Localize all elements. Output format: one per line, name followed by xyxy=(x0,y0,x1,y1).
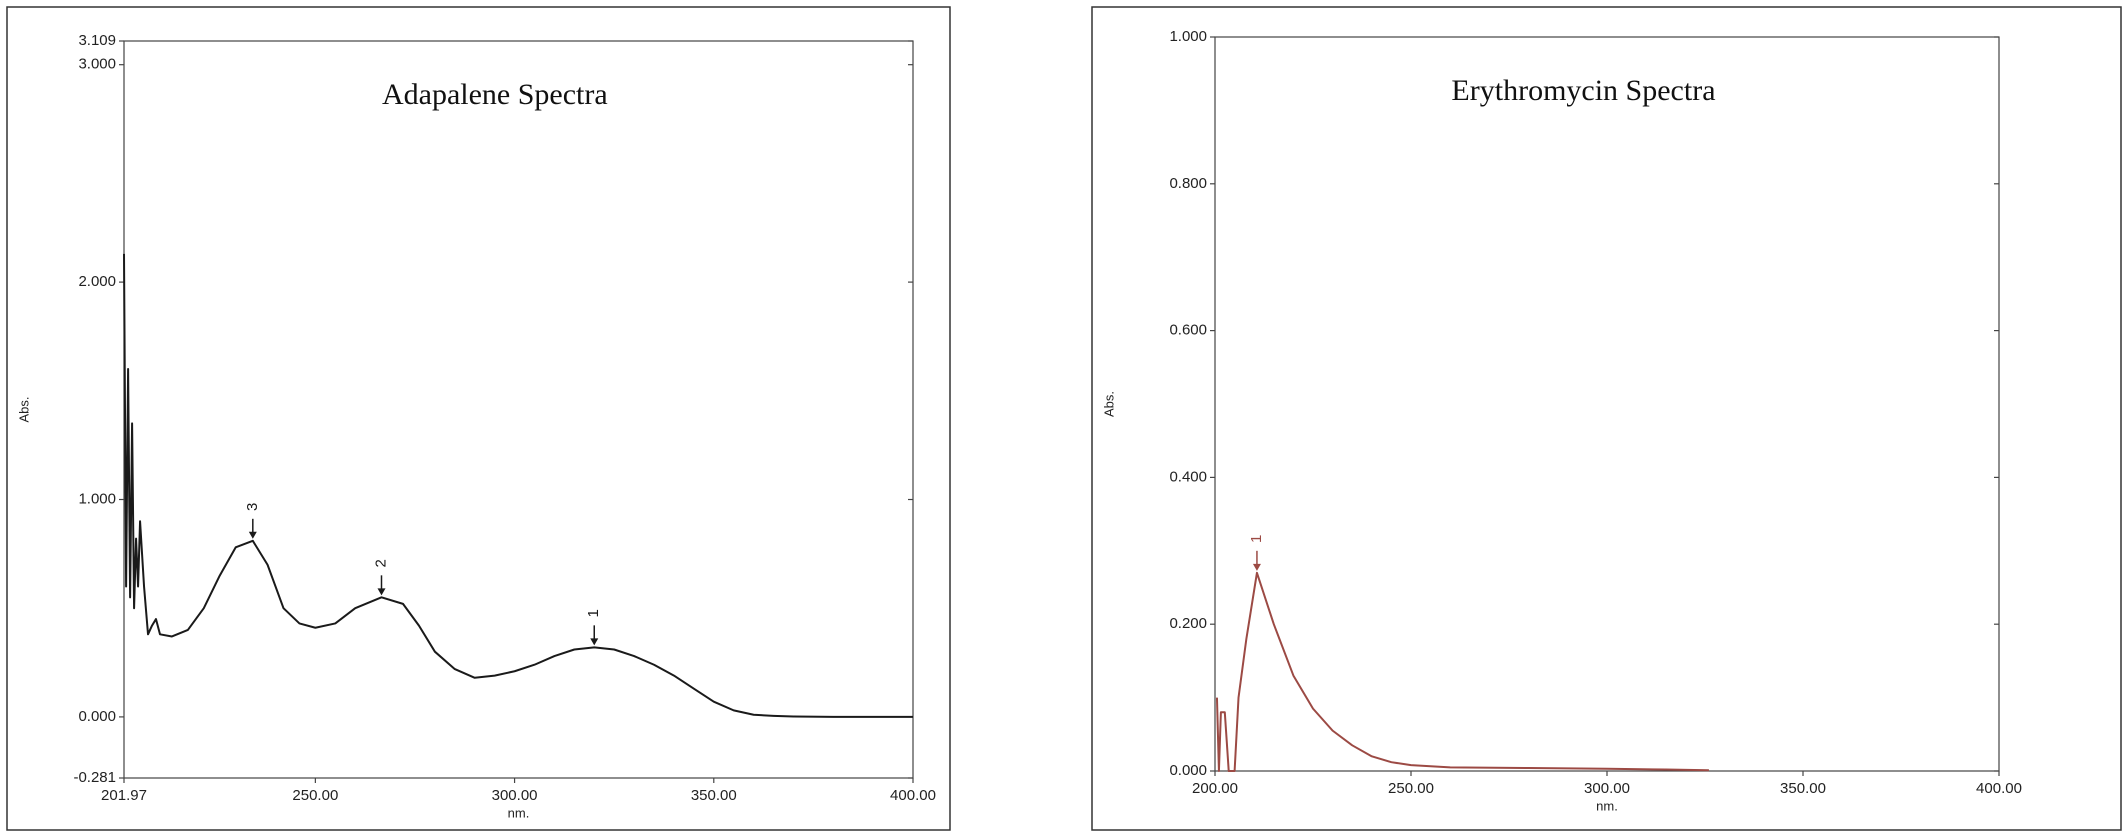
y-tick-label: 0.800 xyxy=(1169,175,1207,192)
x-tick-label: 350.00 xyxy=(691,787,737,804)
peak-arrowhead xyxy=(377,588,386,596)
peak-label: 3 xyxy=(244,503,261,511)
y-tick-label: -0.281 xyxy=(73,769,116,786)
x-tick-label: 250.00 xyxy=(1388,780,1434,797)
chart-title: Erythromycin Spectra xyxy=(1451,74,1715,107)
right-panel xyxy=(1091,6,2122,831)
y-tick-label: 3.000 xyxy=(78,56,116,73)
y-tick-label: 1.000 xyxy=(78,490,116,507)
spectrum-line xyxy=(123,253,913,718)
peak-label: 1 xyxy=(1248,535,1265,543)
peak-arrowhead xyxy=(248,531,257,539)
chart-title: Adapalene Spectra xyxy=(382,78,608,111)
peak-label: 2 xyxy=(372,559,389,567)
x-tick-label: 300.00 xyxy=(492,787,538,804)
y-tick-label: 0.000 xyxy=(1169,762,1207,779)
peak-arrowhead xyxy=(1252,563,1261,571)
y-tick-label: 0.600 xyxy=(1169,322,1207,339)
x-tick-label: 201.97 xyxy=(101,787,147,804)
left-panel xyxy=(6,6,951,831)
y-tick-label: 3.109 xyxy=(78,32,116,49)
x-tick-label: 400.00 xyxy=(890,787,936,804)
y-tick-label: 2.000 xyxy=(78,273,116,290)
spectrum-line xyxy=(1215,571,1709,772)
x-tick-label: 200.00 xyxy=(1192,780,1238,797)
y-axis-label: Abs. xyxy=(1101,391,1116,417)
x-tick-label: 250.00 xyxy=(292,787,338,804)
y-tick-label: 0.400 xyxy=(1169,468,1207,485)
peak-label: 1 xyxy=(585,609,602,617)
x-axis-label: nm. xyxy=(508,805,530,820)
y-tick-label: 0.200 xyxy=(1169,615,1207,632)
x-axis-label: nm. xyxy=(1596,798,1618,813)
peak-arrowhead xyxy=(590,638,599,646)
x-tick-label: 400.00 xyxy=(1976,780,2022,797)
y-axis-label: Abs. xyxy=(16,396,31,422)
x-tick-label: 350.00 xyxy=(1780,780,1826,797)
y-tick-label: 1.000 xyxy=(1169,28,1207,45)
x-tick-label: 300.00 xyxy=(1584,780,1630,797)
y-tick-label: 0.000 xyxy=(78,708,116,725)
